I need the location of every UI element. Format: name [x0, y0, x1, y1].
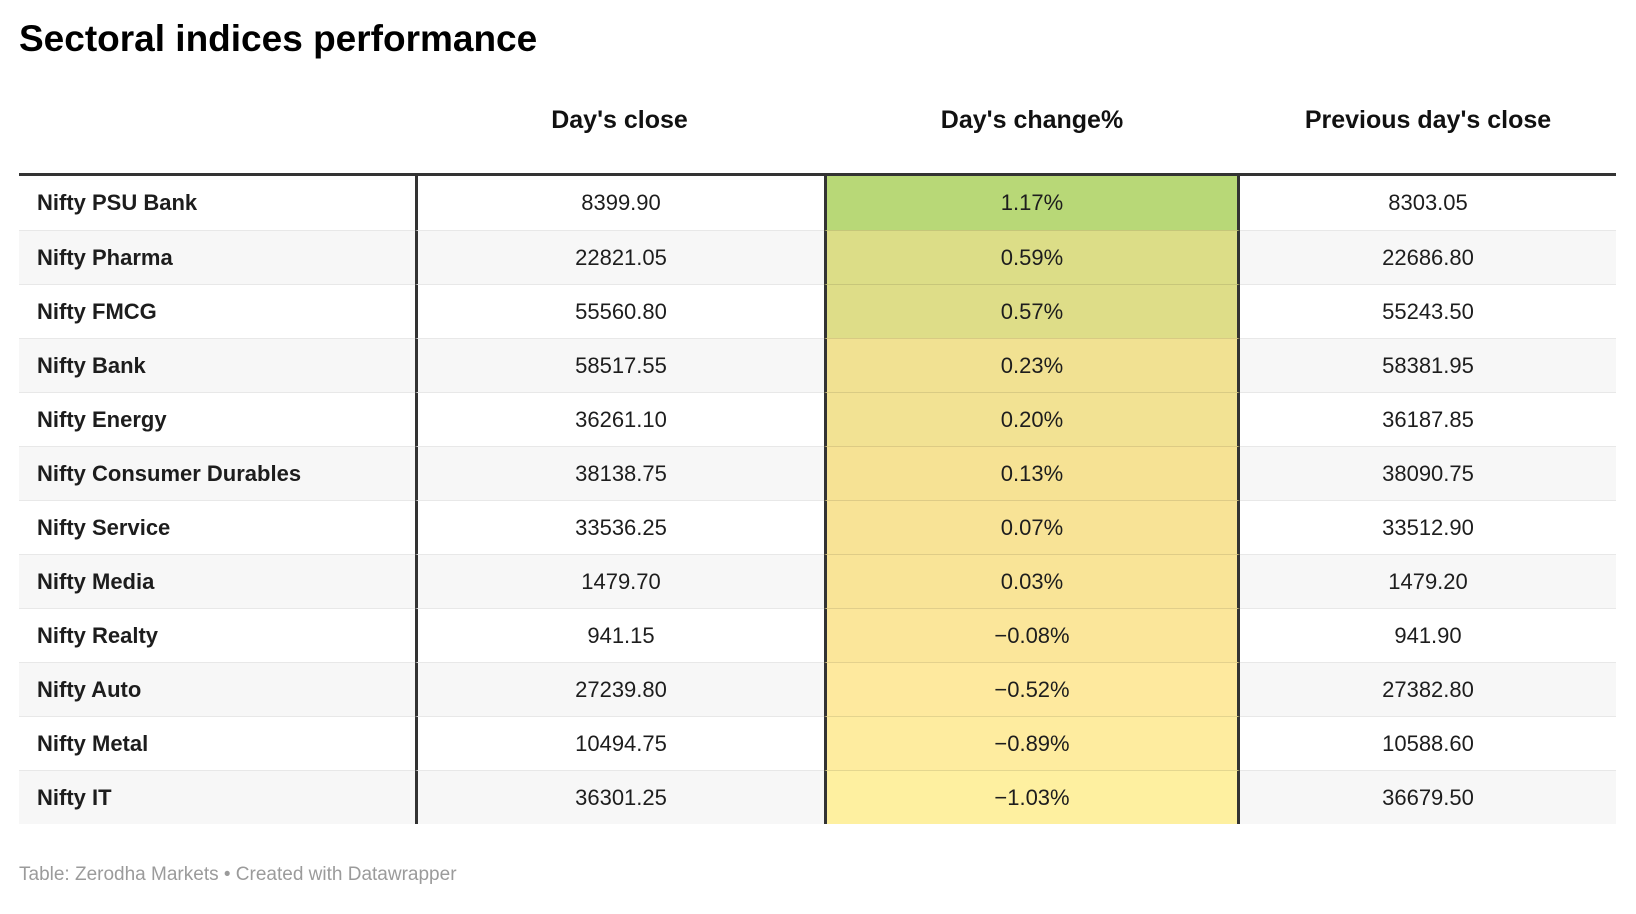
table-header-row: Day's close Day's change% Previous day's…: [19, 106, 1616, 173]
days-change-cell: 0.07%: [824, 500, 1240, 554]
days-change-cell: 0.20%: [824, 392, 1240, 446]
row-label: Nifty FMCG: [19, 284, 415, 338]
table-row: Nifty Energy 36261.10 0.20% 36187.85: [19, 392, 1616, 446]
days-change-cell: 0.13%: [824, 446, 1240, 500]
prev-close-value: 38090.75: [1240, 446, 1616, 500]
days-close-value: 22821.05: [415, 230, 824, 284]
table-row: Nifty Auto 27239.80 −0.52% 27382.80: [19, 662, 1616, 716]
footer-credit: Table: Zerodha Markets • Created with Da…: [19, 864, 457, 885]
days-change-cell: −0.08%: [824, 608, 1240, 662]
chart-container: Sectoral indices performance Day's close…: [19, 18, 1616, 885]
table-row: Nifty Pharma 22821.05 0.59% 22686.80: [19, 230, 1616, 284]
days-change-cell: 0.57%: [824, 284, 1240, 338]
days-change-cell: −0.89%: [824, 716, 1240, 770]
row-label: Nifty PSU Bank: [19, 176, 415, 230]
prev-close-value: 36679.50: [1240, 770, 1616, 824]
days-change-cell: 0.59%: [824, 230, 1240, 284]
days-close-value: 33536.25: [415, 500, 824, 554]
prev-close-value: 55243.50: [1240, 284, 1616, 338]
table-row: Nifty FMCG 55560.80 0.57% 55243.50: [19, 284, 1616, 338]
table-row: Nifty IT 36301.25 −1.03% 36679.50: [19, 770, 1616, 824]
row-label: Nifty Bank: [19, 338, 415, 392]
days-close-value: 27239.80: [415, 662, 824, 716]
column-header-days-change: Day's change%: [940, 106, 1124, 134]
table-row: Nifty Realty 941.15 −0.08% 941.90: [19, 608, 1616, 662]
table-row: Nifty Service 33536.25 0.07% 33512.90: [19, 500, 1616, 554]
days-change-cell: 1.17%: [824, 176, 1240, 230]
table-row: Nifty Media 1479.70 0.03% 1479.20: [19, 554, 1616, 608]
days-change-cell: −1.03%: [824, 770, 1240, 824]
prev-close-value: 33512.90: [1240, 500, 1616, 554]
row-label: Nifty Service: [19, 500, 415, 554]
column-header-previous-close: Previous day's close: [1304, 106, 1552, 134]
table-row: Nifty Bank 58517.55 0.23% 58381.95: [19, 338, 1616, 392]
table-row: Nifty Metal 10494.75 −0.89% 10588.60: [19, 716, 1616, 770]
days-close-value: 58517.55: [415, 338, 824, 392]
days-close-value: 8399.90: [415, 176, 824, 230]
prev-close-value: 10588.60: [1240, 716, 1616, 770]
row-label: Nifty Media: [19, 554, 415, 608]
days-close-value: 1479.70: [415, 554, 824, 608]
days-close-value: 38138.75: [415, 446, 824, 500]
prev-close-value: 941.90: [1240, 608, 1616, 662]
prev-close-value: 1479.20: [1240, 554, 1616, 608]
table-row: Nifty Consumer Durables 38138.75 0.13% 3809…: [19, 446, 1616, 500]
prev-close-value: 58381.95: [1240, 338, 1616, 392]
row-label: Nifty Energy: [19, 392, 415, 446]
prev-close-value: 36187.85: [1240, 392, 1616, 446]
row-label: Nifty Auto: [19, 662, 415, 716]
days-close-value: 36261.10: [415, 392, 824, 446]
row-label: Nifty Consumer Durables: [19, 446, 415, 500]
prev-close-value: 22686.80: [1240, 230, 1616, 284]
table-row: Nifty PSU Bank 8399.90 1.17% 8303.05: [19, 176, 1616, 230]
days-change-cell: 0.23%: [824, 338, 1240, 392]
days-change-cell: −0.52%: [824, 662, 1240, 716]
table-body: Nifty PSU Bank 8399.90 1.17% 8303.05 Nifty P…: [19, 173, 1616, 824]
page-title: Sectoral indices performance: [19, 18, 538, 59]
row-label: Nifty Pharma: [19, 230, 415, 284]
column-header-days-close: Day's close: [551, 106, 688, 134]
row-label: Nifty IT: [19, 770, 415, 824]
days-close-value: 36301.25: [415, 770, 824, 824]
days-close-value: 941.15: [415, 608, 824, 662]
days-close-value: 10494.75: [415, 716, 824, 770]
prev-close-value: 27382.80: [1240, 662, 1616, 716]
row-label: Nifty Realty: [19, 608, 415, 662]
prev-close-value: 8303.05: [1240, 176, 1616, 230]
days-change-cell: 0.03%: [824, 554, 1240, 608]
row-label: Nifty Metal: [19, 716, 415, 770]
days-close-value: 55560.80: [415, 284, 824, 338]
